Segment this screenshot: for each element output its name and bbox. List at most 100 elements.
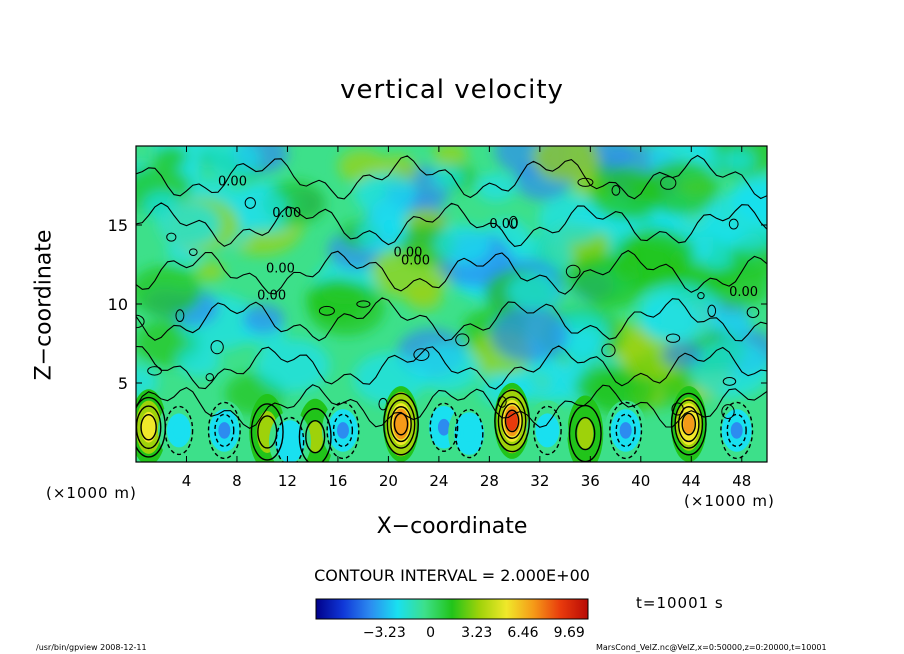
downdraft-cell-band [437, 418, 450, 436]
x-tick-label: 8 [232, 472, 242, 490]
footer-right: MarsCond_VelZ.nc@VelZ,x=0:50000,z=0:2000… [596, 643, 827, 652]
updraft-contour [393, 412, 409, 436]
zero-contour [136, 202, 767, 247]
texture-blob [354, 172, 416, 216]
colorbar-bar [315, 598, 589, 620]
texture-blob [639, 283, 722, 343]
downdraft-cell-band [218, 422, 231, 439]
small-contour [611, 185, 621, 196]
updraft-contour [390, 406, 412, 443]
small-contour [707, 304, 717, 318]
texture-blob [136, 365, 159, 398]
small-contour [205, 373, 215, 382]
zero-contour [136, 249, 767, 295]
updraft-cell [136, 389, 167, 462]
downdraft-contour [275, 416, 305, 462]
x-tick-label: 24 [429, 472, 448, 490]
downdraft-contour [726, 413, 747, 448]
y-axis: 5 10 15 [108, 216, 767, 393]
texture-blob [433, 146, 468, 167]
x-axis-unit-right: (×1000 m) [684, 492, 775, 510]
downdraft-contour [332, 413, 354, 448]
x-tick-label: 16 [328, 472, 347, 490]
updraft-cell-band [143, 417, 155, 437]
updraft-cell-band [395, 414, 407, 434]
downdraft-cell-band [172, 422, 185, 439]
small-contour [508, 215, 518, 229]
x-tick-label: 28 [480, 472, 499, 490]
updraft-contour [305, 420, 326, 454]
contour-value-label: 0.00 [489, 217, 518, 232]
small-contour [497, 396, 507, 408]
texture-blob [476, 173, 517, 202]
downdraft-contour [454, 408, 484, 459]
zero-contour [136, 297, 767, 342]
small-contour [244, 197, 256, 209]
texture-blob [722, 148, 755, 172]
downdraft-contour [609, 401, 643, 460]
small-contour [378, 397, 388, 411]
contour-lines [136, 154, 767, 462]
updraft-contour [677, 406, 700, 443]
x-axis-unit-left: (×1000 m) [46, 484, 137, 502]
downdraft-contour [207, 401, 241, 460]
texture-blob [708, 264, 767, 309]
small-contour [665, 333, 681, 343]
texture-blob [136, 265, 202, 317]
contour-labels: 0.000.000.000.000.000.000.000.00 [218, 175, 758, 304]
y-tick-label: 5 [118, 374, 128, 393]
chart-title: vertical velocity [340, 75, 564, 105]
small-contour [697, 292, 705, 300]
updraft-cell [494, 382, 531, 459]
x-tick-label: 40 [631, 472, 650, 490]
background-texture [136, 146, 767, 417]
zero-contour [136, 345, 767, 390]
updraft-contour [250, 403, 284, 461]
updraft-contour [257, 415, 278, 449]
texture-blob [575, 364, 636, 408]
updraft-cell-band [683, 414, 695, 434]
updraft-contour [386, 399, 416, 449]
small-contour [318, 305, 335, 316]
y-tick-label: 10 [108, 295, 128, 314]
small-contour [147, 366, 162, 376]
x-axis-label: X−coordinate [376, 514, 528, 539]
texture-blob [557, 327, 603, 360]
contour-value-label: 0.00 [266, 261, 295, 276]
small-contour [601, 343, 616, 358]
zero-contour [136, 154, 767, 200]
downdraft-contour [164, 405, 194, 456]
small-contour [728, 218, 739, 230]
texture-blob [714, 311, 753, 339]
downdraft-cell [526, 400, 569, 461]
downdraft-contour [720, 401, 754, 460]
x-tick-label: 48 [732, 472, 751, 490]
updraft-contour [670, 392, 707, 456]
texture-blob [490, 306, 569, 363]
small-contour [455, 333, 470, 347]
downdraft-cell [448, 403, 491, 462]
updraft-contour [501, 402, 523, 439]
downdraft-contour [214, 413, 235, 448]
small-contour [413, 348, 430, 362]
downdraft-cell-band [619, 422, 632, 439]
x-axis: 4 8 12 16 20 24 28 32 36 40 44 48 [182, 146, 751, 490]
downdraft-contour [326, 401, 360, 460]
texture-blob [356, 216, 407, 253]
colorbar-tick-label: 6.46 [507, 625, 538, 641]
updraft-cell [670, 386, 707, 462]
small-contour [746, 306, 760, 319]
contour-value-label: 0.00 [393, 246, 422, 261]
texture-blob [413, 344, 480, 392]
texture-blob [704, 190, 767, 251]
small-contour [210, 340, 224, 355]
downdraft-cell-band [730, 422, 743, 439]
footer-left: /usr/bin/gpview 2008-12-11 [36, 643, 147, 652]
texture-blob [507, 272, 560, 311]
colorbar-tick-label: −3.23 [363, 625, 406, 641]
downdraft-cell [157, 400, 200, 461]
small-contour [660, 176, 677, 190]
updraft-cell [383, 386, 420, 462]
texture-blob [643, 160, 719, 215]
texture-blob [662, 340, 702, 369]
